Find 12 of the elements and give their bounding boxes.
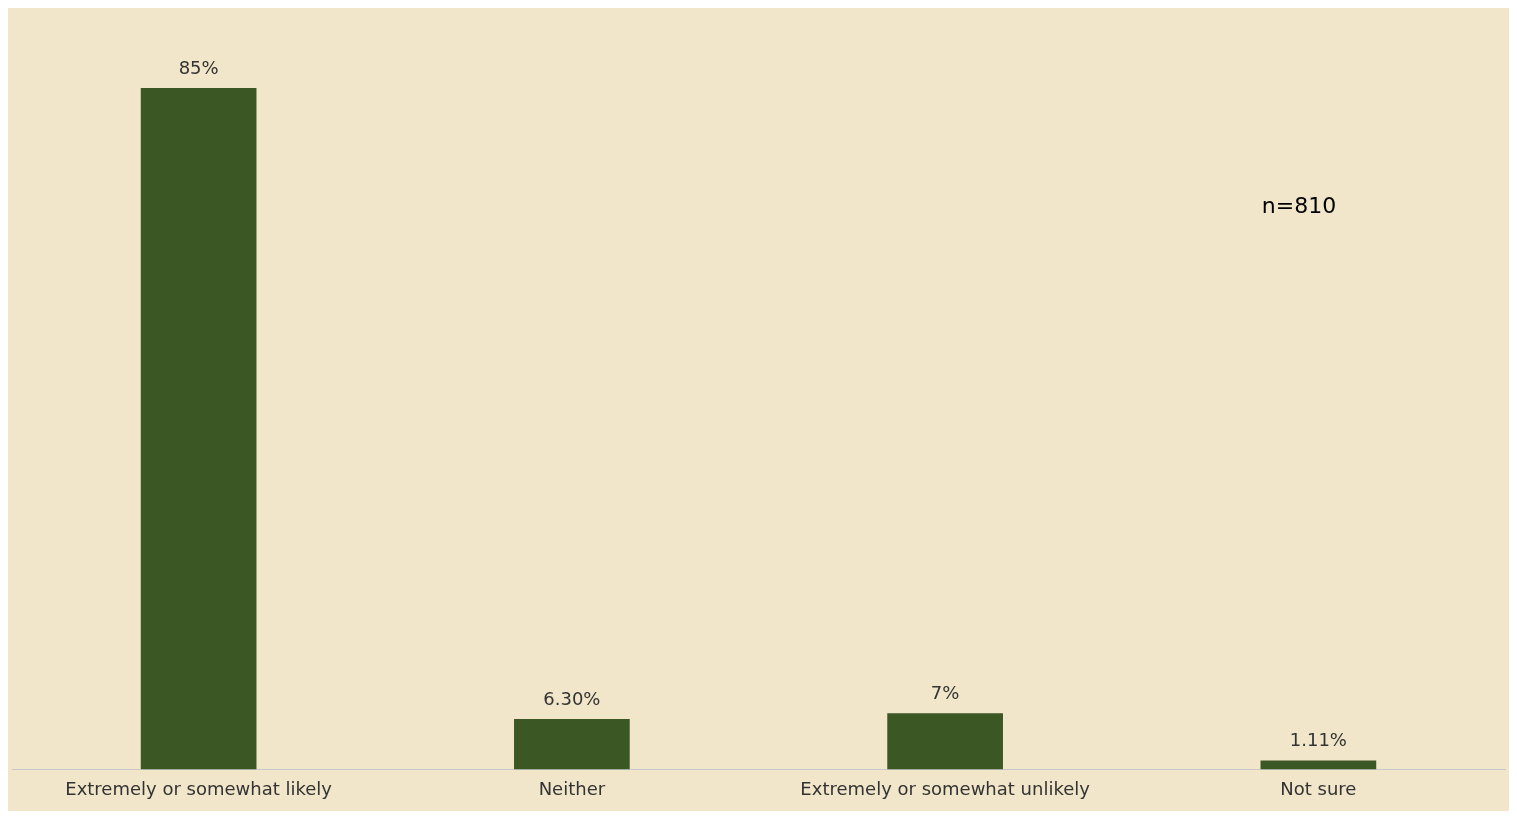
data-label: 7% [930,681,960,703]
x-tick-label: Extremely or somewhat unlikely [800,777,1091,799]
data-label: 6.30% [543,687,601,709]
bar [514,718,630,770]
x-tick-label: Neither [538,777,606,799]
annotation: n=810 [1261,192,1337,218]
data-label: 1.11% [1289,729,1347,751]
data-label: 85% [178,56,219,78]
bar [140,88,257,770]
x-tick-label: Not sure [1280,777,1357,799]
x-tick-label: Extremely or somewhat likely [65,777,333,799]
bar [887,713,1003,770]
